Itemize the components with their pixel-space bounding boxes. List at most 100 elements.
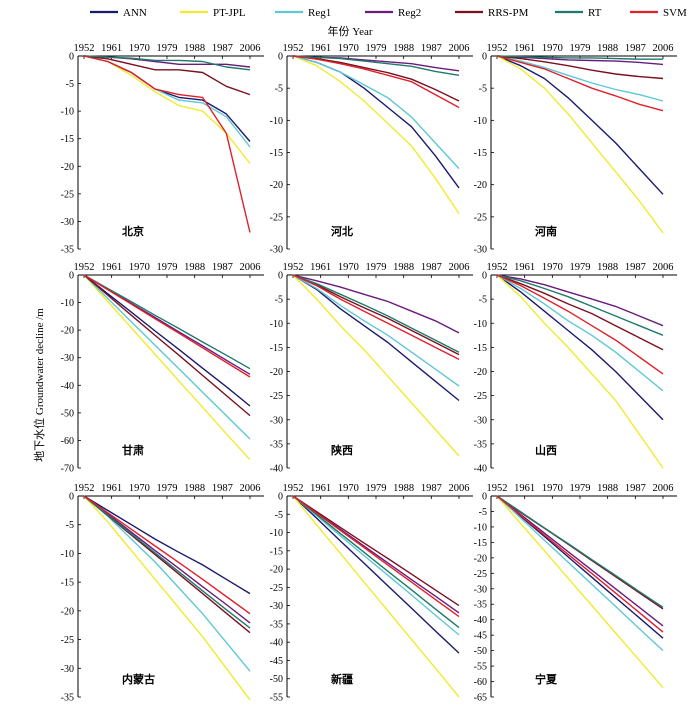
x-tick-label: 2006 (653, 43, 674, 54)
x-tick-label: 1970 (542, 262, 563, 273)
x-tick-label: 1988 (393, 43, 414, 54)
series-line-svm (83, 274, 251, 378)
panel-6: 1952 1961 1970 1979 1988 1987 2006 0 -5 -10 -15 -20… (61, 483, 264, 704)
series-line-reg2 (496, 55, 664, 66)
series-line-ann (496, 495, 664, 639)
series-line-svm (292, 274, 460, 361)
x-tick-label: 1961 (310, 43, 331, 54)
series-line-reg1 (496, 495, 664, 652)
series-line-reg2 (496, 274, 664, 327)
x-tick-label: 1979 (366, 43, 387, 54)
x-tick-label: 1952 (487, 43, 508, 54)
y-tick-label: -25 (61, 189, 74, 200)
panels: 1952 1961 1970 1979 1988 1987 2006 0 -5 -10 -15 -20… (61, 43, 677, 704)
panel-label: 宁夏 (535, 672, 558, 686)
panel-4: 1952 1961 1970 1979 1988 1987 2006 0 -5 -10 -15 -20… (270, 262, 473, 475)
y-tick-label: -10 (61, 298, 74, 309)
x-tick-label: 1952 (283, 483, 304, 494)
panel-0: 1952 1961 1970 1979 1988 1987 2006 0 -5 -10 -15 -20… (61, 43, 264, 256)
y-tick-label: -10 (474, 319, 487, 330)
x-tick-label: 2006 (240, 43, 261, 54)
series-line-rrs-pm (83, 274, 251, 417)
y-tick-label: -20 (270, 180, 283, 191)
x-tick-label: 1970 (129, 483, 150, 494)
x-tick-label: 1979 (157, 483, 178, 494)
y-tick-label: -10 (61, 549, 74, 560)
y-tick-label: -35 (270, 439, 283, 450)
y-tick-label: 0 (69, 492, 74, 503)
x-tick-label: 1979 (570, 483, 591, 494)
series-line-pt-jpl (83, 274, 251, 461)
x-tick-label: 2006 (653, 262, 674, 273)
y-tick-label: -20 (474, 367, 487, 378)
x-tick-label: 1961 (310, 483, 331, 494)
y-tick-label: -15 (474, 538, 487, 549)
y-tick-label: -20 (61, 162, 74, 173)
x-tick-label: 1979 (570, 43, 591, 54)
series-line-pt-jpl (496, 274, 664, 469)
x-tick-label: 2006 (449, 43, 470, 54)
series-line-svm (83, 495, 251, 615)
y-tick-label: -60 (474, 677, 487, 688)
series-line-pt-jpl (83, 55, 251, 164)
series-line-reg1 (83, 495, 251, 672)
x-tick-label: 1987 (625, 262, 646, 273)
legend-label-2: Reg1 (308, 7, 331, 19)
x-tick-label: 1961 (514, 262, 535, 273)
x-tick-label: 1988 (184, 262, 205, 273)
x-tick-label: 1970 (129, 43, 150, 54)
panel-label: 山西 (535, 443, 557, 457)
y-tick-label: -10 (270, 116, 283, 127)
y-tick-label: -20 (61, 606, 74, 617)
panel-label: 陕西 (331, 443, 353, 457)
x-tick-label: 1961 (101, 262, 122, 273)
y-tick-label: -15 (270, 148, 283, 159)
x-tick-label: 1988 (393, 483, 414, 494)
series-line-rt (496, 274, 664, 336)
series-line-rt (292, 274, 460, 353)
y-tick-label: -20 (270, 367, 283, 378)
x-tick-label: 1952 (487, 262, 508, 273)
y-tick-label: -5 (479, 295, 487, 306)
series-line-svm (496, 495, 664, 633)
series-line-reg1 (292, 274, 460, 387)
panel-8: 1952 1961 1970 1979 1988 1987 2006 0 -5 -10 -15 -20… (474, 483, 677, 704)
y-tick-label: -20 (474, 553, 487, 564)
y-tick-label: -15 (270, 546, 283, 557)
series-line-svm (83, 55, 251, 233)
y-tick-label: -5 (275, 84, 283, 95)
x-tick-label: 1988 (597, 43, 618, 54)
series-line-svm (496, 274, 664, 375)
series-line-reg1 (292, 495, 460, 636)
y-tick-label: -25 (270, 391, 283, 402)
series-line-reg1 (496, 274, 664, 392)
x-tick-label: 1988 (393, 262, 414, 273)
y-tick-label: -20 (61, 326, 74, 337)
panel-label: 新疆 (331, 672, 353, 686)
y-tick-label: -5 (479, 84, 487, 95)
y-tick-label: 0 (278, 52, 283, 63)
x-tick-label: 1988 (184, 483, 205, 494)
y-tick-label: -30 (61, 664, 74, 675)
series-line-pt-jpl (292, 274, 460, 457)
panel-label: 河北 (331, 224, 353, 238)
x-tick-label: 1988 (597, 262, 618, 273)
y-tick-label: 0 (69, 271, 74, 282)
x-tick-label: 2006 (653, 483, 674, 494)
y-tick-label: -30 (61, 217, 74, 228)
series-line-ann (496, 274, 664, 421)
top-axis-label: 年份 Year (327, 24, 372, 38)
y-tick-label: -5 (275, 295, 283, 306)
series-line-reg2 (83, 495, 251, 624)
series-line-pt-jpl (496, 55, 664, 234)
y-tick-label: -10 (270, 319, 283, 330)
y-tick-label: -25 (474, 569, 487, 580)
x-tick-label: 1952 (283, 262, 304, 273)
y-axis-label: 地下水位 Groundwater decline /m (32, 308, 46, 462)
series-line-rrs-pm (496, 55, 664, 80)
x-tick-label: 1970 (542, 483, 563, 494)
y-tick-label: 0 (482, 52, 487, 63)
y-tick-label: -45 (474, 631, 487, 642)
x-tick-label: 1979 (157, 43, 178, 54)
